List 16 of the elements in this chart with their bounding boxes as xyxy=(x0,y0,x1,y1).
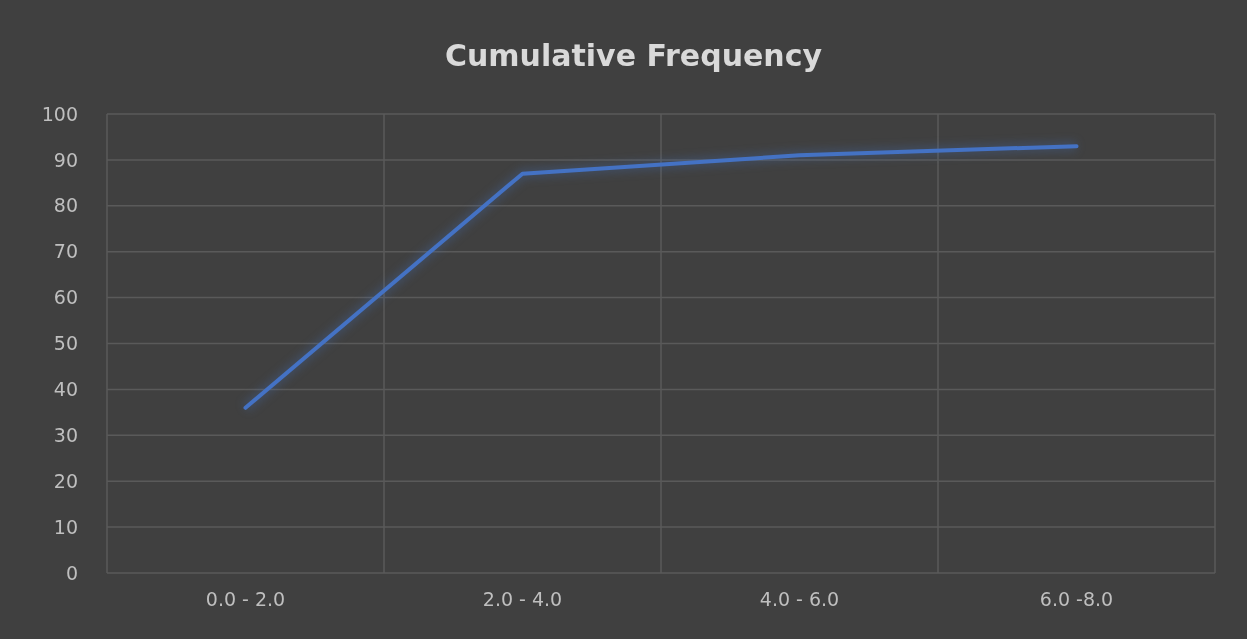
x-tick-label: 2.0 - 4.0 xyxy=(482,588,563,610)
y-tick-label: 30 xyxy=(53,423,78,446)
x-tick-label: 0.0 - 2.0 xyxy=(205,588,286,610)
y-tick-label: 90 xyxy=(53,148,78,171)
y-tick-label: 60 xyxy=(53,286,78,309)
y-tick-label: 70 xyxy=(53,240,78,263)
y-tick-label: 10 xyxy=(53,515,78,538)
x-tick-label: 4.0 - 6.0 xyxy=(759,588,840,610)
x-tick-label: 6.0 -8.0 xyxy=(1039,588,1114,610)
y-tick-label: 40 xyxy=(53,378,78,401)
y-tick-label: 20 xyxy=(53,469,78,492)
y-tick-label: 100 xyxy=(41,102,78,125)
chart-title: Cumulative Frequency xyxy=(444,38,823,73)
y-tick-label: 0 xyxy=(65,561,78,584)
y-tick-label: 50 xyxy=(53,332,78,355)
y-tick-label: 80 xyxy=(53,194,78,217)
